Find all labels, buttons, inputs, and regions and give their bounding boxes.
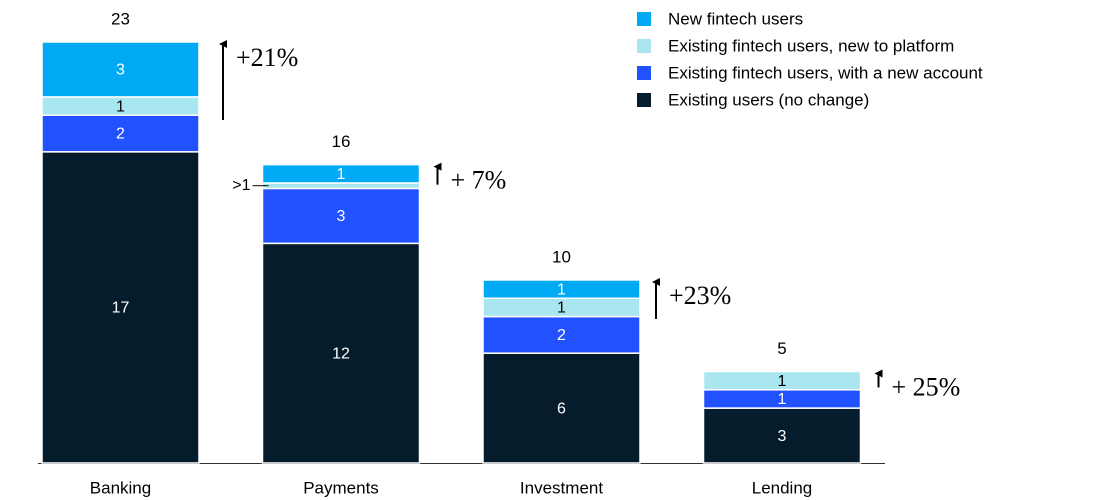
bar-segment xyxy=(482,279,641,300)
bar-segment xyxy=(702,370,862,391)
legend-swatch xyxy=(637,93,651,107)
legend-swatch xyxy=(637,12,651,26)
segment-label: 1 xyxy=(557,281,566,298)
total-label: 5 xyxy=(777,339,786,358)
bar-segment xyxy=(482,315,641,354)
segment-label: 1 xyxy=(557,300,566,317)
segment-label: >1 xyxy=(232,177,250,194)
legend-label: Existing fintech users, new to platform xyxy=(668,36,954,55)
category-label: Lending xyxy=(752,478,813,497)
segment-label: 17 xyxy=(112,300,130,317)
segment-label: 2 xyxy=(116,126,125,143)
legend-swatch xyxy=(637,39,651,53)
segment-label: 1 xyxy=(116,98,125,115)
bar-segment xyxy=(41,151,200,464)
segment-label: 1 xyxy=(778,391,787,408)
segment-label: 6 xyxy=(557,400,566,417)
segment-label: 2 xyxy=(557,327,566,344)
legend-label: Existing users (no change) xyxy=(668,90,869,109)
annotation: +23% xyxy=(669,281,731,310)
legend-label: Existing fintech users, with a new accou… xyxy=(668,63,983,82)
category-label: Investment xyxy=(520,478,603,497)
legend-label: New fintech users xyxy=(668,9,803,28)
segment-label: 12 xyxy=(332,345,350,362)
segment-label: 1 xyxy=(778,373,787,390)
bar-segment xyxy=(41,114,200,153)
annotation: + 7% xyxy=(451,166,507,195)
category-label: Payments xyxy=(303,478,379,497)
segment-label: 3 xyxy=(778,428,787,445)
total-label: 23 xyxy=(111,9,130,28)
bar-segment xyxy=(702,407,862,464)
annotation: +21% xyxy=(236,43,298,72)
segment-label: 3 xyxy=(116,62,125,79)
segment-label: 1 xyxy=(337,166,346,183)
segment-label: 3 xyxy=(337,208,346,225)
bar-segment xyxy=(261,182,421,190)
annotation: + 25% xyxy=(892,372,961,401)
total-label: 16 xyxy=(332,132,351,151)
bar-segment xyxy=(482,352,641,464)
legend-swatch xyxy=(637,66,651,80)
bar-segment xyxy=(41,41,200,98)
category-label: Banking xyxy=(90,478,151,497)
bar-segment xyxy=(261,163,421,184)
total-label: 10 xyxy=(552,247,571,266)
